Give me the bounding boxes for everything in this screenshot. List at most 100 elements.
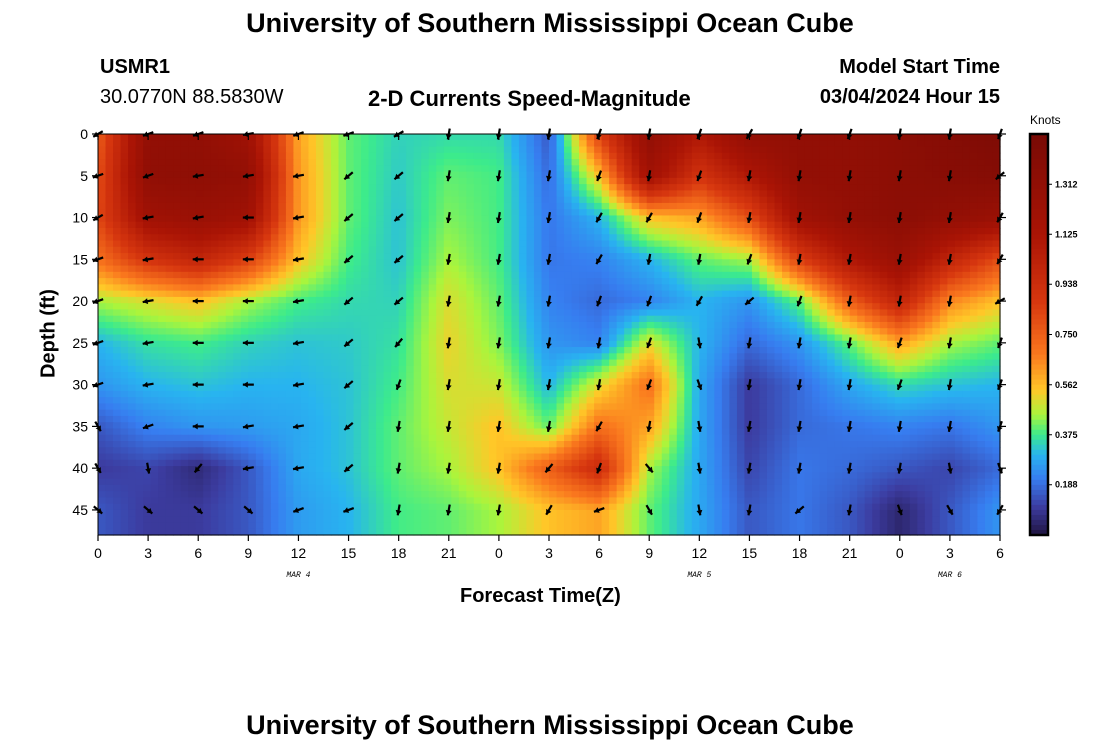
heatmap-cell	[797, 328, 806, 336]
heatmap-cell	[98, 209, 107, 217]
heatmap-cell	[984, 347, 994, 354]
heatmap-cell	[872, 140, 881, 148]
heatmap-cell	[263, 165, 272, 173]
heatmap-cell	[195, 290, 204, 298]
heatmap-cell	[977, 221, 986, 229]
heatmap-cell	[751, 240, 761, 248]
heatmap-cell	[518, 184, 528, 191]
heatmap-cell	[165, 227, 174, 235]
heatmap-cell	[233, 303, 242, 311]
heatmap-cell	[676, 196, 685, 204]
heatmap-cell	[195, 234, 204, 242]
heatmap-cell	[917, 334, 926, 342]
heatmap-cell	[346, 152, 355, 160]
heatmap-cell	[751, 353, 761, 361]
heatmap-cell	[180, 359, 189, 367]
heatmap-cell	[939, 278, 948, 285]
heatmap-cell	[413, 259, 422, 267]
heatmap-cell	[173, 315, 182, 323]
heatmap-cell	[962, 227, 971, 235]
heatmap-cell	[744, 177, 753, 185]
heatmap-cell	[624, 359, 633, 367]
heatmap-cell	[98, 227, 107, 235]
heatmap-cell	[98, 353, 107, 361]
heatmap-cell	[556, 215, 565, 223]
heatmap-cell	[616, 303, 625, 311]
heatmap-cell	[706, 278, 715, 285]
heatmap-cell	[699, 378, 708, 386]
heatmap-cell	[383, 265, 392, 273]
heatmap-cell	[285, 190, 295, 198]
heatmap-cell	[872, 271, 881, 279]
heatmap-cell	[98, 140, 107, 148]
heatmap-cell	[571, 246, 580, 254]
heatmap-cell	[766, 347, 776, 354]
heatmap-cell	[293, 309, 302, 317]
heatmap-cell	[902, 309, 911, 317]
heatmap-cell	[105, 309, 114, 317]
heatmap-cell	[428, 296, 437, 304]
heatmap-cell	[842, 378, 851, 386]
heatmap-cell	[804, 353, 813, 361]
heatmap-cell	[391, 372, 400, 379]
heatmap-cell	[759, 365, 768, 373]
heatmap-cell	[646, 184, 655, 191]
heatmap-cell	[872, 215, 881, 223]
heatmap-cell	[661, 140, 670, 148]
heatmap-cell	[954, 296, 964, 304]
heatmap-cell	[188, 347, 197, 354]
heatmap-cell	[819, 159, 828, 166]
heatmap-cell	[691, 227, 700, 235]
heatmap-cell	[579, 184, 588, 191]
heatmap-cell	[120, 259, 129, 267]
heatmap-cell	[947, 259, 956, 267]
model-start-value: 03/04/2024 Hour 15	[819, 86, 1000, 108]
heatmap-cell	[203, 240, 212, 248]
heatmap-cell	[248, 259, 257, 267]
heatmap-cell	[481, 209, 490, 217]
heatmap-cell	[105, 177, 114, 185]
heatmap-cell	[601, 253, 610, 260]
heatmap-cell	[331, 271, 340, 279]
heatmap-cell	[917, 378, 926, 386]
heatmap-cell	[894, 271, 903, 279]
heatmap-cell	[939, 215, 948, 223]
heatmap-cell	[436, 190, 445, 198]
heatmap-cell	[428, 265, 437, 273]
heatmap-cell	[421, 372, 430, 379]
heatmap-cell	[827, 278, 836, 285]
heatmap-cell	[376, 284, 385, 292]
heatmap-cell	[421, 134, 430, 141]
heatmap-cell	[924, 265, 933, 273]
heatmap-cell	[413, 184, 422, 191]
heatmap-cell	[564, 202, 573, 210]
heatmap-cell	[564, 215, 573, 223]
heatmap-cell	[939, 303, 948, 311]
heatmap-cell	[421, 140, 430, 148]
heatmap-cell	[924, 215, 933, 223]
heatmap-cell	[872, 378, 881, 386]
heatmap-cell	[338, 152, 347, 160]
heatmap-cell	[331, 353, 340, 361]
heatmap-cell	[661, 253, 670, 260]
heatmap-cell	[699, 328, 708, 336]
heatmap-cell	[105, 159, 114, 166]
heatmap-cell	[255, 290, 264, 298]
heatmap-cell	[556, 159, 565, 166]
heatmap-cell	[255, 284, 264, 292]
heatmap-cell	[218, 378, 227, 386]
heatmap-cell	[458, 340, 467, 348]
heatmap-cell	[887, 184, 896, 191]
heatmap-cell	[676, 271, 685, 279]
heatmap-cell	[376, 334, 385, 342]
heatmap-cell	[646, 246, 655, 254]
heatmap-cell	[451, 334, 460, 342]
heatmap-cell	[766, 159, 776, 166]
heatmap-cell	[766, 209, 776, 217]
heatmap-cell	[113, 259, 122, 267]
heatmap-cell	[308, 328, 317, 336]
heatmap-cell	[804, 328, 813, 336]
heatmap-cell	[233, 378, 242, 386]
heatmap-cell	[240, 227, 249, 235]
heatmap-cell	[939, 384, 948, 392]
